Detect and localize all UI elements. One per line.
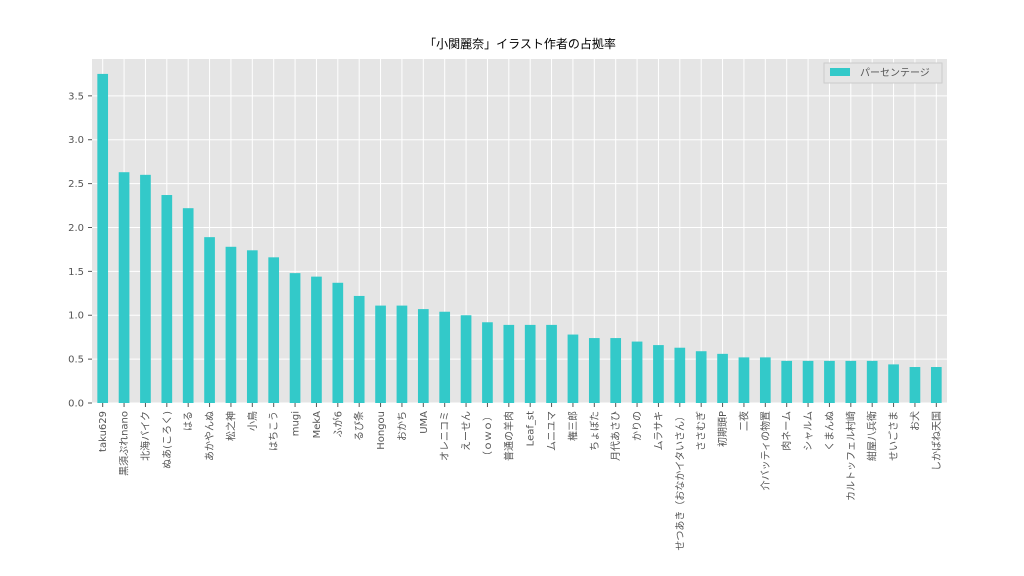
bar: [738, 357, 750, 403]
bar: [396, 305, 408, 403]
legend-box: [823, 62, 943, 84]
bar: [268, 257, 280, 403]
bar: [204, 237, 215, 403]
bar: [182, 208, 194, 403]
bar: [930, 367, 942, 403]
x-tick-label: 初期頭P: [716, 411, 729, 447]
x-tick-label: あかやんぬ: [204, 411, 216, 461]
x-tick-label: 二夜: [737, 411, 750, 431]
x-tick-label: 紺屋八兵衛: [866, 411, 879, 461]
x-tick-label: Hongou: [376, 411, 387, 450]
legend-label: パーセンテージ: [860, 67, 930, 79]
bar: [631, 341, 643, 403]
x-tick-label: せつあき（おなかイタいさん）: [674, 411, 686, 551]
x-tick-label: 松之神: [224, 411, 237, 441]
x-tick-label: オレニコミ: [439, 411, 451, 461]
bar: [674, 347, 686, 403]
y-tick-label: 0.5: [68, 355, 84, 366]
bar: [289, 273, 301, 403]
bar: [845, 360, 857, 403]
y-tick-label: 2.5: [68, 179, 84, 190]
bar: [824, 360, 835, 403]
bar: [588, 338, 600, 403]
bar: [311, 276, 322, 403]
y-tick-label: 1.5: [68, 267, 84, 278]
bar: [802, 360, 814, 403]
x-tick-label: 権三郎: [566, 411, 579, 441]
x-tick-label: せいごさま: [887, 411, 900, 461]
x-tick-label: 月代あさひ: [610, 411, 622, 461]
x-tick-label: カルトッフェル村崎: [844, 411, 857, 501]
bar: [482, 322, 493, 403]
bar: [225, 246, 237, 403]
bar: [246, 250, 258, 403]
bar: [375, 305, 386, 403]
bar: [140, 174, 151, 403]
x-tick-label: ぬあ(ころく): [161, 411, 173, 469]
bar: [417, 309, 429, 403]
bar: [781, 360, 793, 403]
x-tick-label: UMA: [419, 411, 430, 434]
bar: [653, 345, 664, 403]
bar: [759, 357, 771, 403]
x-tick-label: シャルム: [803, 411, 815, 451]
plot-area: [92, 59, 947, 403]
x-tick-label: おかち: [396, 411, 408, 441]
x-tick-label: mugi: [291, 411, 302, 436]
y-tick-label: 1.0: [68, 311, 84, 322]
x-tick-label: えーせん: [461, 411, 473, 451]
x-tick-label: 肉ネーム: [780, 411, 793, 451]
bar: [717, 353, 728, 403]
x-tick-label: るび条: [353, 411, 366, 441]
x-tick-label: しかばね天国: [931, 411, 943, 471]
x-tick-label: ふが6: [331, 411, 344, 437]
x-tick-label: Leaf_st: [526, 411, 537, 446]
x-tick-label: ムラサキ: [653, 411, 665, 451]
bar: [695, 351, 707, 403]
y-tick-label: 2.0: [68, 223, 84, 234]
x-tick-label: ムニユマ: [546, 411, 558, 451]
x-tick-label: 普通の羊肉: [502, 411, 515, 461]
bar: [567, 334, 579, 403]
legend-swatch: [830, 68, 850, 76]
bar: [546, 324, 557, 403]
bar: [909, 367, 921, 403]
bar: [524, 324, 536, 403]
y-tick-label: 3.5: [68, 91, 84, 102]
chart-title: 「小関麗奈」イラスト作者の占拠率: [424, 36, 616, 51]
bar: [439, 311, 451, 403]
bar: [118, 172, 130, 403]
x-tick-label: 黒須ぷれnano: [119, 411, 131, 476]
x-tick-label: ちょぼた: [589, 411, 601, 451]
x-tick-label: 北海バイク: [139, 411, 152, 461]
x-tick-label: はちこう: [268, 411, 280, 451]
x-tick-label: （ｏｗｏ）: [482, 411, 494, 461]
x-tick-label: はる: [183, 411, 195, 431]
x-tick-label: 介バッティの物置: [759, 411, 772, 490]
bar: [866, 360, 878, 403]
x-tick-label: ささむぎ: [695, 411, 708, 451]
bar: [353, 295, 365, 403]
x-tick-label: お犬: [908, 411, 921, 431]
bar: [503, 324, 515, 403]
bar: [888, 364, 899, 403]
x-tick-label: MekA: [312, 411, 323, 439]
bar: [460, 315, 472, 403]
x-tick-label: かりの: [632, 411, 644, 441]
bar: [97, 73, 109, 403]
x-tick-label: 小鳥: [246, 411, 259, 431]
x-tick-label: くまんぬ: [824, 411, 836, 451]
bar: [161, 195, 173, 403]
y-tick-label: 3.0: [68, 135, 84, 146]
bar: [610, 338, 622, 403]
x-tick-label: taku629: [98, 411, 109, 452]
y-tick-label: 0.0: [68, 399, 84, 410]
bar: [332, 282, 344, 403]
